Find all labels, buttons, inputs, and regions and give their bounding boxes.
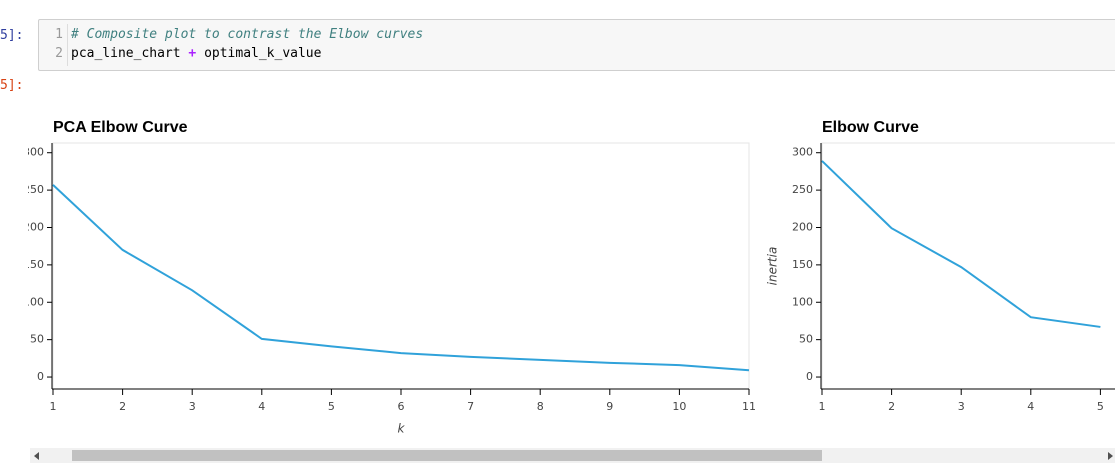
gutter <box>67 24 68 66</box>
x-tick-label: 4 <box>1027 400 1034 413</box>
x-tick-label: 5 <box>328 400 335 413</box>
x-tick-label: 11 <box>742 400 756 413</box>
y-axis-label: inertia <box>766 247 780 286</box>
x-tick-label: 10 <box>672 400 686 413</box>
scroll-left[interactable] <box>34 452 39 460</box>
line-number: 2 <box>55 46 63 61</box>
y-tick-label: 250 <box>23 183 44 196</box>
y-tick-label: 200 <box>792 220 813 233</box>
code-token: + <box>188 46 197 61</box>
line <box>821 160 1101 328</box>
y-tick-label: 0 <box>37 370 44 383</box>
y-tick-label: 100 <box>23 295 44 308</box>
scrollbar[interactable] <box>30 448 1115 463</box>
x-tick-label: 3 <box>189 400 196 413</box>
x-tick-label: 1 <box>50 400 57 413</box>
input-prompt: 5]: <box>0 28 24 43</box>
x-tick-label: 4 <box>258 400 265 413</box>
code-line: # Composite plot to contrast the Elbow c… <box>71 27 424 42</box>
scroll-right[interactable] <box>1108 452 1113 460</box>
scroll-thumb[interactable] <box>72 450 822 461</box>
plot-frame <box>52 142 750 390</box>
y-tick-label: 50 <box>799 333 813 346</box>
y-tick-label: 300 <box>23 146 44 159</box>
x-axis-label: k <box>398 422 406 436</box>
x-tick-label: 2 <box>119 400 126 413</box>
y-tick-label: 200 <box>23 220 44 233</box>
y-tick-label: 100 <box>792 295 813 308</box>
plot-frame <box>821 142 1115 390</box>
x-tick-label: 8 <box>537 400 544 413</box>
chart-title: PCA Elbow Curve <box>53 119 188 136</box>
x-tick-label: 2 <box>888 400 895 413</box>
y-tick-label: 0 <box>806 370 813 383</box>
chart: PCA Elbow Curve 0 50 100 150 200 250 300 1 2 3 4 5 6 7… <box>23 119 756 436</box>
code-token: pca_line_chart <box>71 46 181 61</box>
line <box>52 184 750 372</box>
y-tick-label: 250 <box>792 183 813 196</box>
y-tick-label: 50 <box>30 333 44 346</box>
output-prompt: 5]: <box>0 78 24 93</box>
code-cell[interactable]: 1 2 # Composite plot to contrast the Elb… <box>38 19 1115 71</box>
x-tick-label: 5 <box>1097 400 1104 413</box>
line-number: 1 <box>55 27 63 42</box>
x-tick-label: 6 <box>398 400 405 413</box>
y-tick-label: 150 <box>792 258 813 271</box>
x-tick-label: 7 <box>467 400 474 413</box>
x-tick-label: 3 <box>958 400 965 413</box>
chart-title: Elbow Curve <box>822 119 919 136</box>
code-token: optimal_k_value <box>204 46 322 61</box>
y-tick-label: 150 <box>23 258 44 271</box>
code-line: pca_line_chart + optimal_k_value <box>71 46 321 61</box>
y-tick-label: 300 <box>792 146 813 159</box>
x-tick-label: 1 <box>819 400 826 413</box>
chart: Elbow Curve 0 50 100 150 200 250 300 1 2 3 4 5 inerti… <box>766 119 1115 413</box>
x-tick-label: 9 <box>606 400 613 413</box>
